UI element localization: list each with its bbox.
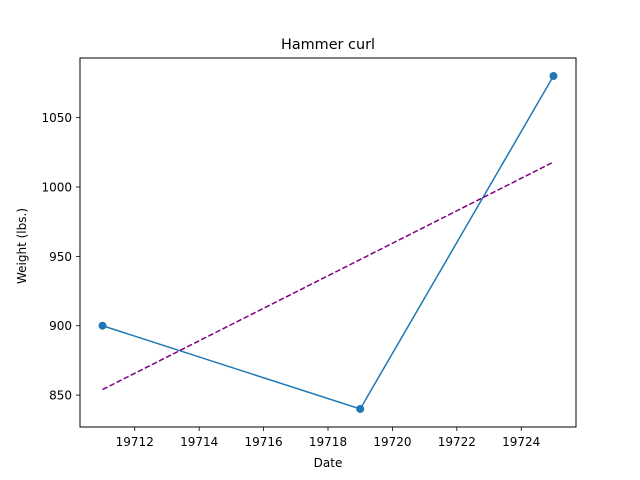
series-line	[102, 75, 555, 410]
plot-frame	[79, 57, 577, 428]
y-axis-label: Weight (lbs.)	[15, 208, 29, 284]
x-tick-label: 19718	[309, 435, 347, 449]
y-tick-label: 1000	[41, 181, 72, 195]
chart-title: Hammer curl	[281, 37, 375, 53]
x-tick-label: 19722	[438, 435, 476, 449]
data-point	[549, 72, 558, 81]
y-tick-label: 950	[49, 250, 72, 264]
trend-line	[102, 161, 554, 391]
x-tick-label: 19724	[502, 435, 540, 449]
x-tick-label: 19716	[244, 435, 282, 449]
x-tick-label: 19714	[180, 435, 218, 449]
y-tick-label: 850	[49, 389, 72, 403]
x-tick-label: 19712	[116, 435, 154, 449]
y-tick-label: 900	[49, 319, 72, 333]
y-tick-label: 1050	[41, 111, 72, 125]
x-tick-label: 19720	[373, 435, 411, 449]
data-point	[356, 404, 365, 413]
plot-area: 19712 19714 19716 19718 19720 19722 19724 850 90…	[41, 57, 577, 449]
x-axis-label: Date	[314, 456, 343, 470]
data-point	[98, 321, 107, 330]
